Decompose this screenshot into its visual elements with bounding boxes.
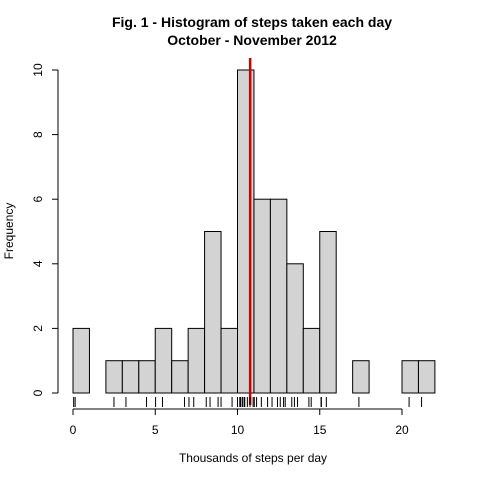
histogram-bar (237, 69, 255, 394)
histogram-bar (121, 360, 140, 394)
histogram-bar (220, 327, 239, 394)
y-tick-label: 0 (31, 389, 45, 396)
x-tick-label: 10 (231, 423, 245, 437)
histogram-bar (154, 327, 173, 394)
y-axis-label: Frequency (2, 203, 16, 260)
histogram-bar (269, 198, 288, 394)
y-tick-label: 2 (31, 325, 45, 332)
histogram-bar (138, 360, 156, 394)
y-tick-label: 10 (31, 63, 45, 77)
x-tick-label: 5 (152, 423, 159, 437)
rug-group (73, 397, 423, 407)
y-tick-label: 4 (31, 260, 45, 267)
histogram-bar (417, 360, 436, 394)
histogram-bar (187, 327, 206, 394)
x-axis: 0 5 10 15 20 (70, 408, 409, 437)
x-tick-label: 0 (70, 423, 77, 437)
histogram-bar (253, 198, 271, 394)
y-tick-label: 6 (31, 196, 45, 203)
histogram-bar (286, 263, 304, 394)
histogram-bar (171, 360, 189, 394)
histogram-bar (401, 360, 419, 394)
y-axis: 0 2 4 6 8 10 (31, 63, 59, 396)
histogram-bar (204, 231, 222, 394)
chart-title: Fig. 1 - Histogram of steps taken each d… (112, 14, 392, 30)
histogram-bar (72, 327, 90, 394)
x-tick-label: 15 (313, 423, 327, 437)
chart-subtitle: October - November 2012 (167, 32, 337, 48)
x-tick-label: 20 (395, 423, 409, 437)
histogram-bar (302, 327, 321, 394)
y-tick-label: 8 (31, 131, 45, 138)
bars-group (72, 69, 436, 394)
histogram-bar (319, 231, 337, 394)
x-axis-label: Thousands of steps per day (179, 451, 327, 465)
histogram-bar (352, 360, 370, 394)
histogram-bar (105, 360, 123, 394)
